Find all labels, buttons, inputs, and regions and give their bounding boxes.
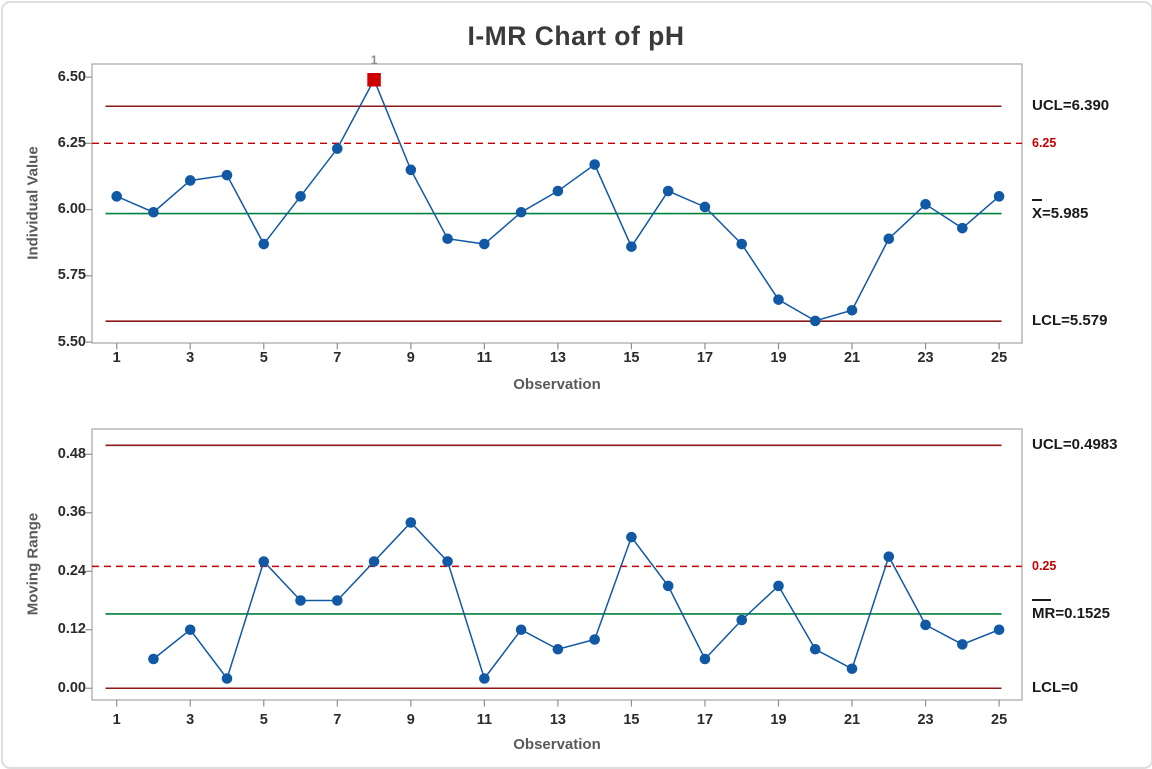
data-point-moving-range-obs-16[interactable] bbox=[662, 580, 674, 592]
y-axis-title-moving-range: Moving Range bbox=[24, 512, 42, 616]
data-point-individuals-obs-25[interactable] bbox=[993, 191, 1005, 202]
data-point-individuals-obs-3[interactable] bbox=[184, 175, 196, 186]
data-point-moving-range-obs-11[interactable] bbox=[479, 673, 490, 684]
data-point-moving-range-obs-13[interactable] bbox=[552, 643, 564, 655]
data-point-individuals-obs-4[interactable] bbox=[221, 169, 233, 181]
data-point-moving-range-obs-12[interactable] bbox=[515, 624, 527, 636]
data-point-individuals-obs-15[interactable] bbox=[626, 241, 637, 252]
data-point-individuals-obs-16[interactable] bbox=[662, 185, 674, 197]
data-point-individuals-obs-18[interactable] bbox=[736, 238, 748, 250]
data-point-individuals-obs-11[interactable] bbox=[479, 238, 490, 250]
data-point-individuals-obs-14[interactable] bbox=[589, 159, 600, 170]
plot-border-moving-range bbox=[91, 428, 1023, 701]
data-point-moving-range-obs-3[interactable] bbox=[184, 624, 196, 636]
x-axis-title-observation-bottom: Observation bbox=[513, 736, 601, 753]
data-point-individuals-obs-21[interactable] bbox=[846, 304, 858, 316]
data-point-moving-range-obs-17[interactable] bbox=[699, 653, 711, 665]
data-point-individuals-obs-2[interactable] bbox=[148, 206, 159, 218]
data-point-moving-range-obs-20[interactable] bbox=[809, 643, 821, 655]
data-point-moving-range-obs-19[interactable] bbox=[773, 580, 784, 592]
data-point-individuals-obs-10[interactable] bbox=[442, 233, 453, 245]
data-point-moving-range-obs-2[interactable] bbox=[148, 653, 159, 665]
series-line-individuals bbox=[116, 78, 1000, 322]
data-point-individuals-obs-13[interactable] bbox=[552, 185, 564, 197]
data-point-moving-range-obs-22[interactable] bbox=[883, 551, 895, 562]
data-point-moving-range-obs-5[interactable] bbox=[258, 556, 270, 567]
data-point-individuals-obs-22[interactable] bbox=[883, 233, 895, 245]
data-point-individuals-obs-7[interactable] bbox=[332, 143, 343, 154]
data-point-individuals-obs-6[interactable] bbox=[295, 191, 306, 202]
data-point-individuals-obs-19[interactable] bbox=[773, 294, 784, 305]
data-point-individuals-obs-20[interactable] bbox=[809, 315, 821, 327]
data-point-individuals-obs-9[interactable] bbox=[405, 164, 417, 176]
data-point-moving-range-obs-7[interactable] bbox=[332, 595, 343, 606]
data-point-moving-range-obs-10[interactable] bbox=[442, 556, 453, 567]
data-point-moving-range-obs-15[interactable] bbox=[626, 531, 637, 543]
data-point-moving-range-obs-14[interactable] bbox=[589, 634, 600, 645]
data-point-individuals-obs-12[interactable] bbox=[515, 206, 527, 218]
chart-title: I-MR Chart of pH bbox=[467, 21, 685, 51]
data-point-moving-range-obs-23[interactable] bbox=[920, 619, 931, 631]
data-point-moving-range-obs-8[interactable] bbox=[368, 556, 380, 567]
data-point-moving-range-obs-6[interactable] bbox=[295, 595, 306, 606]
data-point-moving-range-obs-24[interactable] bbox=[957, 639, 968, 650]
data-point-individuals-obs-1[interactable] bbox=[111, 191, 122, 202]
data-point-individuals-obs-17[interactable] bbox=[699, 201, 711, 213]
data-point-individuals-obs-24[interactable] bbox=[957, 222, 968, 234]
plot-border-individuals bbox=[91, 63, 1023, 344]
out-of-control-point-obs-8[interactable] bbox=[367, 73, 381, 87]
data-point-individuals-obs-23[interactable] bbox=[920, 198, 931, 210]
data-point-moving-range-obs-25[interactable] bbox=[993, 624, 1005, 636]
data-point-moving-range-obs-18[interactable] bbox=[736, 614, 748, 626]
data-point-moving-range-obs-4[interactable] bbox=[221, 673, 233, 684]
y-axis-title-individual-value: Individual Value bbox=[24, 146, 42, 260]
data-point-individuals-obs-5[interactable] bbox=[258, 238, 270, 250]
series-line-moving-range bbox=[152, 521, 1000, 681]
data-point-moving-range-obs-21[interactable] bbox=[846, 663, 858, 675]
x-axis-title-observation-top: Observation bbox=[513, 376, 601, 393]
data-point-moving-range-obs-9[interactable] bbox=[405, 517, 417, 528]
